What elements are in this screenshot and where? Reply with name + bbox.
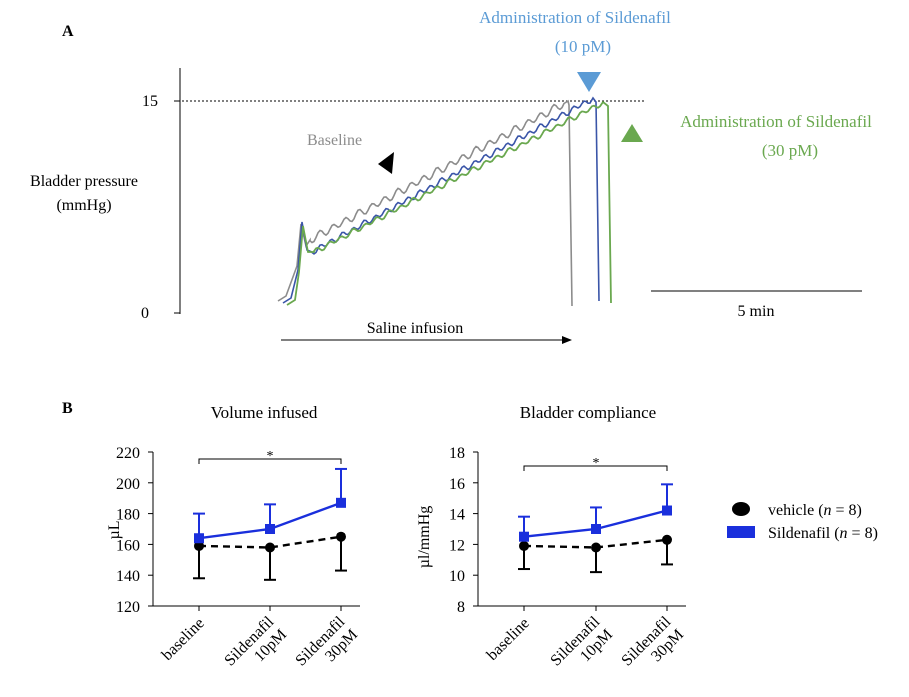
trace-sildenafil-30pm xyxy=(286,100,612,306)
chart-volume-significance: * xyxy=(267,449,274,464)
compliance-xtick-label: Sildenafil10pM xyxy=(547,613,616,682)
volume-vehicle-point xyxy=(265,542,275,553)
volume-ytick-label: 200 xyxy=(116,476,140,493)
volume-ytick-label: 220 xyxy=(116,445,140,462)
time-scale-bar-label: 5 min xyxy=(738,303,775,320)
volume-xtick-label: Sildenafil30pM xyxy=(292,613,361,682)
compliance-ytick-label: 12 xyxy=(449,537,465,554)
legend: vehicle (n = 8) Sildenafil (n = 8) xyxy=(727,502,878,542)
baseline-arrow-icon xyxy=(378,152,394,174)
panel-b: B Volume infused µL * 120 140 160 180 200 220… xyxy=(62,400,878,682)
legend-vehicle-label: vehicle (n = 8) xyxy=(768,502,862,519)
admin-30pm-arrow-icon xyxy=(621,124,643,142)
chart-volume-infused: Volume infused µL * 120 140 160 180 200 220 ba… xyxy=(106,403,361,682)
volume-vehicle-point xyxy=(194,540,204,551)
volume-significance-bracket xyxy=(198,458,342,464)
chart-volume-title: Volume infused xyxy=(211,403,318,422)
admin-10pm-label-line1: Administration of Sildenafil xyxy=(479,8,671,27)
compliance-vehicle-point xyxy=(591,542,601,553)
volume-vehicle-point xyxy=(336,531,346,542)
volume-xtick-label: baseline xyxy=(159,615,208,664)
chart-compliance-title: Bladder compliance xyxy=(520,403,656,422)
trace-sildenafil-10pm xyxy=(282,96,600,304)
compliance-sildenafil-point xyxy=(519,531,529,542)
panel-a: A 15 0 Bladder pressure (mmHg) Baseline … xyxy=(30,8,872,344)
compliance-sildenafil-point xyxy=(591,524,601,534)
panel-a-ytick-label-0: 0 xyxy=(141,305,149,322)
compliance-sildenafil-point xyxy=(662,505,672,516)
compliance-ytick-label: 16 xyxy=(449,476,465,493)
panel-a-ylabel-line2: (mmHg) xyxy=(56,197,111,214)
compliance-ytick-label: 8 xyxy=(457,599,465,616)
volume-ytick-label: 120 xyxy=(116,599,140,616)
admin-30pm-label-line2: (30 pM) xyxy=(762,141,818,160)
compliance-ytick-label: 18 xyxy=(449,445,465,462)
admin-30pm-label-line1: Administration of Sildenafil xyxy=(680,112,872,131)
admin-10pm-arrow-icon xyxy=(577,72,601,92)
chart-volume-ylabel: µL xyxy=(106,521,123,540)
panel-a-ytick-label-15: 15 xyxy=(142,93,158,110)
saline-infusion-label: Saline infusion xyxy=(367,320,463,337)
volume-sildenafil-point xyxy=(336,497,346,508)
chart-compliance-ylabel: µl/mmHg xyxy=(416,506,433,569)
compliance-xtick-label: Sildenafil30pM xyxy=(618,613,687,682)
compliance-vehicle-point xyxy=(662,534,672,545)
compliance-xtick-label: baseline xyxy=(484,615,533,664)
volume-xtick-label: Sildenafil10pM xyxy=(221,613,290,682)
compliance-ytick-label: 14 xyxy=(449,507,465,524)
panel-b-label: B xyxy=(62,400,73,417)
baseline-label: Baseline xyxy=(307,132,362,149)
chart-compliance-significance: * xyxy=(593,456,600,471)
legend-vehicle-marker xyxy=(732,502,750,516)
trace-baseline xyxy=(277,99,573,307)
legend-sildenafil-marker xyxy=(727,526,755,538)
compliance-ytick-label: 10 xyxy=(449,568,465,585)
volume-sildenafil-point xyxy=(265,524,275,534)
legend-sildenafil-label: Sildenafil (n = 8) xyxy=(768,525,878,542)
admin-10pm-label-line2: (10 pM) xyxy=(555,37,611,56)
volume-ytick-label: 160 xyxy=(116,537,140,554)
volume-ytick-label: 180 xyxy=(116,507,140,524)
compliance-vehicle-point xyxy=(519,540,529,551)
panel-a-label: A xyxy=(62,23,74,40)
panel-a-ylabel-line1: Bladder pressure xyxy=(30,173,138,190)
volume-ytick-label: 140 xyxy=(116,568,140,585)
compliance-significance-bracket xyxy=(523,465,668,471)
volume-sildenafil-point xyxy=(194,533,204,544)
chart-bladder-compliance: Bladder compliance µl/mmHg * 8 10 12 14 16 18… xyxy=(416,403,687,682)
